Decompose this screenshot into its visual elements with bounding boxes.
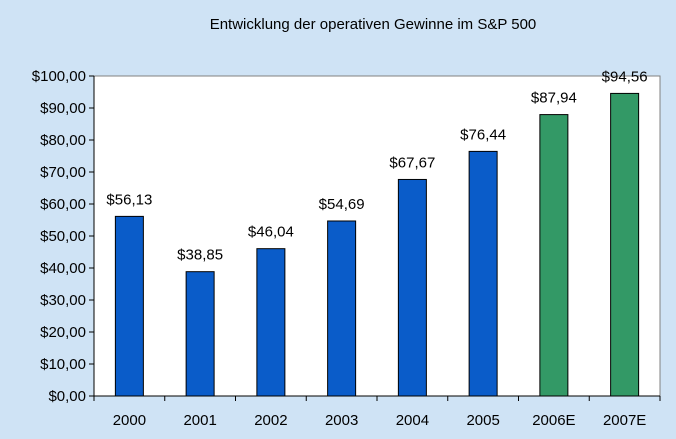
bar	[610, 92, 640, 397]
data-label: $56,13	[106, 191, 152, 208]
bar	[185, 271, 215, 397]
data-label: $46,04	[248, 224, 294, 241]
x-tick-label: 2007E	[603, 412, 646, 429]
data-label: $54,69	[319, 196, 365, 213]
plot-area	[93, 75, 661, 397]
bar	[327, 220, 357, 397]
x-tick-label: 2004	[396, 412, 429, 429]
data-labels: $56,13 $38,85 $46,04 $54,69 $67,67 $76,44 $87,…	[106, 68, 647, 263]
x-axis: 2000 2001 2002 2003 2004 2005 2006E 2007E	[93, 395, 661, 429]
y-tick-label: $60,00	[40, 196, 86, 213]
y-axis: $0,00 $10,00 $20,00 $30,00 $40,00 $50,00 $60,0…	[32, 68, 95, 405]
y-tick-label: $100,00	[32, 68, 86, 85]
bar	[397, 178, 427, 397]
x-tick-label: 2006E	[532, 412, 575, 429]
bars	[114, 92, 640, 397]
x-tick-label: 2000	[113, 412, 146, 429]
data-label: $87,94	[531, 90, 577, 107]
data-label: $67,67	[389, 154, 435, 171]
data-label: $94,56	[602, 68, 648, 85]
chart-title: Entwicklung der operativen Gewinne im S&…	[209, 16, 537, 33]
bar	[539, 114, 569, 397]
bar	[468, 150, 498, 397]
x-tick-label: 2001	[183, 412, 216, 429]
bar	[114, 215, 144, 397]
bar	[256, 248, 286, 397]
y-tick-label: $90,00	[40, 100, 86, 117]
y-tick-label: $40,00	[40, 260, 86, 277]
x-tick-label: 2003	[325, 412, 358, 429]
x-tick-label: 2005	[466, 412, 499, 429]
y-tick-label: $0,00	[48, 388, 86, 405]
y-tick-label: $20,00	[40, 324, 86, 341]
data-label: $38,85	[177, 247, 223, 264]
y-tick-label: $50,00	[40, 228, 86, 245]
y-tick-label: $70,00	[40, 164, 86, 181]
x-tick-label: 2002	[254, 412, 287, 429]
y-tick-label: $30,00	[40, 292, 86, 309]
data-label: $76,44	[460, 126, 506, 143]
y-tick-label: $10,00	[40, 356, 86, 373]
y-tick-label: $80,00	[40, 132, 86, 149]
